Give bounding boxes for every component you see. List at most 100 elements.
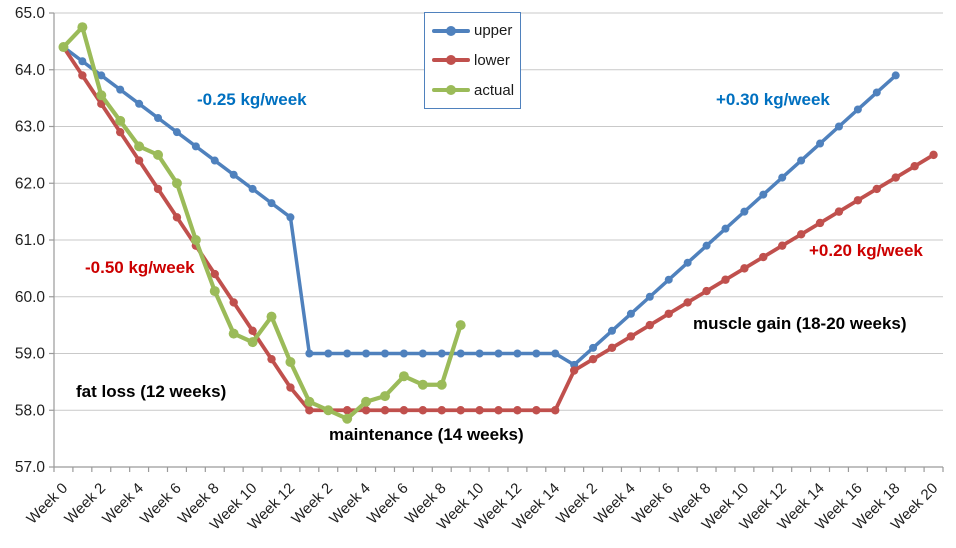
upper-point [475, 349, 484, 358]
lower-point [834, 207, 844, 216]
actual-point [96, 90, 107, 101]
x-tick-label: Week 2 [553, 480, 601, 528]
y-tick-label: 60.0 [15, 289, 46, 306]
upper-point [154, 113, 163, 122]
x-tick-label: Week 6 [364, 480, 412, 528]
actual-point [380, 391, 391, 402]
legend-label-lower: lower [474, 51, 510, 69]
lower-point [588, 354, 598, 364]
legend-item-upper: upper [432, 18, 520, 44]
lower-point [342, 406, 352, 415]
upper-point [286, 213, 295, 222]
actual-point [417, 379, 428, 390]
annotation-phase-maintenance: maintenance (14 weeks) [329, 425, 524, 444]
legend: upper lower actual [424, 12, 521, 109]
actual-point [134, 141, 145, 152]
upper-point [267, 199, 276, 208]
actual-point [228, 328, 239, 339]
upper-point [135, 99, 144, 108]
upper-point [797, 156, 806, 165]
upper-point [853, 105, 862, 114]
upper-point [740, 207, 749, 216]
x-tick-label: Week 4 [591, 480, 639, 528]
upper-point [607, 326, 616, 335]
lower-series-swatch [432, 55, 472, 66]
upper-point [759, 190, 768, 199]
lower-point [645, 320, 655, 330]
lower-point [872, 184, 881, 194]
upper-point [418, 349, 427, 358]
x-tick-label: Week 4 [99, 480, 147, 528]
actual-point [342, 413, 353, 424]
lower-point [664, 309, 673, 318]
actual-point [209, 286, 220, 297]
lower-point [759, 252, 768, 262]
upper-point [891, 71, 900, 80]
series-lower [59, 42, 938, 415]
actual-point [361, 396, 372, 407]
actual-series-swatch [432, 85, 472, 96]
upper-point [834, 122, 843, 131]
lower-point [172, 213, 182, 222]
actual-point [304, 396, 315, 407]
upper-point [305, 349, 314, 358]
lower-point [853, 196, 863, 205]
upper-point [664, 275, 673, 284]
y-tick-label: 62.0 [15, 175, 46, 192]
series-upper [59, 43, 900, 369]
upper-point [191, 142, 200, 151]
y-tick-label: 57.0 [15, 459, 46, 476]
lower-point [399, 406, 409, 415]
x-tick-label: Week 4 [326, 480, 374, 528]
x-tick-label: Week 0 [23, 480, 71, 528]
upper-point [229, 170, 238, 179]
actual-point [115, 115, 126, 126]
lower-point [513, 406, 522, 415]
upper-point [626, 309, 635, 318]
lower-point [569, 366, 579, 375]
lower-point [437, 406, 446, 415]
actual-point [77, 22, 88, 33]
lower-point [97, 99, 106, 109]
x-tick-label: Week 2 [61, 480, 109, 528]
upper-point [210, 156, 219, 165]
lower-point [116, 127, 125, 137]
lower-point [740, 264, 749, 273]
lower-point [683, 298, 692, 307]
lower-point [248, 326, 257, 335]
y-tick-label: 59.0 [15, 346, 46, 363]
actual-point [247, 337, 258, 348]
upper-point [116, 85, 125, 94]
actual-point [436, 379, 447, 390]
lower-point [910, 162, 919, 171]
series-actual [58, 22, 466, 424]
upper-point [872, 88, 881, 97]
lower-point [796, 230, 806, 239]
upper-point [399, 349, 408, 358]
annotation-phase-fat-loss: fat loss (12 weeks) [76, 382, 227, 401]
lower-point [551, 406, 560, 415]
lower-point [494, 406, 503, 415]
x-tick-label: Week 6 [629, 480, 677, 528]
actual-point [58, 42, 69, 53]
y-tick-label: 61.0 [15, 232, 46, 249]
upper-point [362, 349, 371, 358]
series-lines [58, 22, 938, 424]
y-axis-labels: 65.0 64.0 63.0 62.0 61.0 60.0 59.0 58.0 57.0 [15, 5, 46, 476]
actual-point [398, 371, 409, 382]
lower-point [815, 218, 825, 228]
upper-point [645, 292, 654, 301]
upper-point [172, 128, 181, 137]
legend-label-actual: actual [474, 81, 515, 99]
legend-label-upper: upper [474, 22, 513, 40]
lower-point [532, 406, 541, 415]
upper-point [816, 139, 825, 148]
actual-point [171, 178, 182, 189]
upper-point [78, 57, 87, 66]
axes [49, 12, 944, 472]
lower-point [305, 406, 314, 415]
legend-item-actual: actual [432, 77, 520, 103]
lower-point [361, 406, 371, 415]
